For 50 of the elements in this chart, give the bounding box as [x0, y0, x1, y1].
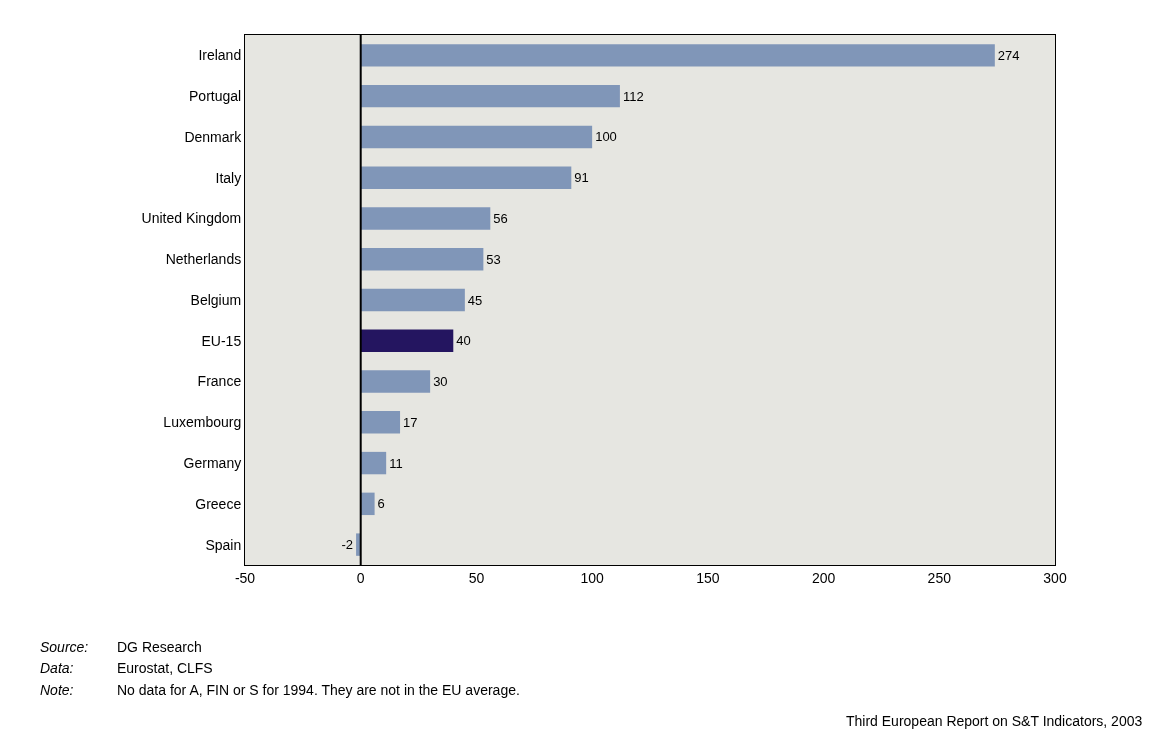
y-tick-label: Denmark — [184, 128, 243, 145]
x-tick-label: 300 — [1043, 569, 1067, 586]
x-tick-label: 50 — [468, 569, 485, 586]
y-tick-label: United Kingdom — [141, 210, 242, 227]
y-tick-label: EU-15 — [201, 332, 242, 349]
bar — [360, 207, 491, 230]
y-tick-label: Portugal — [189, 88, 242, 105]
bar — [360, 451, 387, 475]
data-label: 30 — [433, 374, 448, 390]
x-tick-label: -50 — [234, 569, 256, 586]
data-label: 40 — [456, 333, 471, 349]
data-label: 53 — [486, 251, 501, 267]
x-tick-label: 0 — [356, 569, 365, 586]
data-label: 112 — [622, 88, 644, 104]
bar — [360, 492, 375, 516]
x-tick-label: 100 — [580, 569, 605, 586]
bar — [360, 125, 593, 149]
text: Note: No data for A, FIN or S for 1994. They are not in the EU average. — [40, 682, 520, 698]
data-label: 45 — [467, 292, 483, 308]
bar — [360, 370, 431, 393]
y-tick-label: Greece — [195, 495, 242, 512]
bar — [360, 329, 454, 352]
bar — [360, 84, 620, 108]
bar — [360, 288, 465, 312]
y-tick-label: Netherlands — [165, 251, 242, 268]
data-label: 274 — [997, 47, 1020, 63]
data-label: 91 — [574, 170, 589, 186]
data-label: 11 — [389, 455, 403, 471]
y-tick-label: Spain — [205, 536, 242, 553]
y-tick-label: Germany — [183, 454, 242, 471]
y-tick-label: Ireland — [198, 47, 242, 64]
data-label: 100 — [595, 129, 617, 145]
bar — [360, 411, 401, 434]
y-tick-label: Italy — [215, 169, 242, 186]
data-label: 17 — [403, 414, 418, 430]
y-tick-label: France — [197, 373, 242, 390]
data-label: 6 — [377, 496, 385, 512]
text: Data: Eurostat, CLFS — [40, 660, 213, 676]
data-label: 56 — [493, 210, 508, 226]
x-tick-label: 200 — [811, 569, 836, 586]
bar — [360, 248, 484, 271]
text: Source: DG Research — [40, 639, 202, 655]
data-label: -2 — [341, 537, 354, 553]
y-tick-label: Belgium — [190, 291, 242, 308]
bar — [360, 166, 572, 189]
text: Third European Report on S&T Indicators, 2003 — [846, 713, 1143, 729]
x-tick-label: 150 — [696, 569, 720, 586]
bar — [360, 44, 995, 67]
x-tick-label: 250 — [927, 569, 952, 586]
y-tick-label: Luxembourg — [163, 414, 242, 431]
